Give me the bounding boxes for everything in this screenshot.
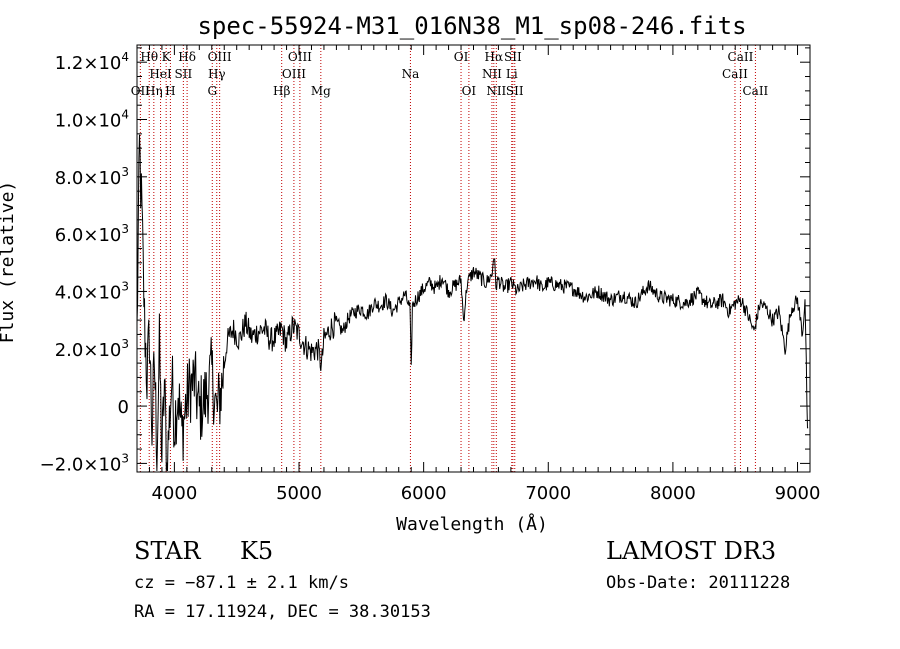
spectral-line-label: OI [454, 50, 469, 64]
observation-date: Obs-Date: 20111228 [606, 573, 791, 593]
x-tick-label: 6000 [401, 483, 447, 504]
spectral-line-label: OIII [208, 50, 232, 64]
y-tick-label: 4.0×103 [55, 279, 129, 303]
spectral-line-label: Hβ [273, 84, 290, 98]
spectral-line-label: Hα [485, 50, 504, 64]
plot-frame [136, 44, 811, 473]
y-tick-label: 6.0×103 [55, 222, 129, 246]
survey-name: LAMOST DR3 [606, 537, 777, 565]
axes: 4000 5000 6000 7000 8000 9000 −2.0×103 0 2.0×103… [40, 45, 821, 504]
redshift-velocity: cz = −87.1 ± 2.1 km/s [134, 573, 349, 593]
y-tick-label: 2.0×103 [55, 337, 129, 361]
spectral-line-label: OIII [282, 67, 306, 81]
coordinates: RA = 17.11924, DEC = 38.30153 [134, 602, 431, 622]
spectral-line-labels: OIIHθHηHeIKHSIIHδGHγOIIIHβOIIIOIIIMgNaOI… [131, 50, 769, 98]
y-tick-label: 1.2×104 [55, 50, 129, 74]
x-tick-label: 4000 [151, 483, 197, 504]
spectral-line-label: OI [462, 84, 477, 98]
spectral-line-label: OII [131, 84, 151, 98]
x-tick-label: 9000 [775, 483, 821, 504]
spectral-line-label: NII [482, 67, 502, 81]
y-axis-label: Flux (relative) [0, 181, 18, 344]
spectral-line-label: SII [175, 67, 193, 81]
y-tick-label: 1.0×104 [55, 108, 129, 132]
spectral-line-label: CaII [742, 84, 768, 98]
spectral-line-label: Hδ [178, 50, 196, 64]
spectrum-line [136, 134, 809, 472]
spectral-line-label: K [162, 50, 172, 64]
spectrum-series [136, 134, 809, 472]
spectral-line-label: OIII [288, 50, 312, 64]
y-tick-label: 8.0×103 [55, 165, 129, 189]
spectral-line-label: Hη [145, 84, 163, 98]
x-tick-label: 7000 [525, 483, 571, 504]
spectral-line-label: CaII [728, 50, 754, 64]
spectral-line-label: Li [506, 67, 518, 81]
spectral-line-label: NII [486, 84, 506, 98]
spectral-line-label: Hγ [208, 67, 226, 81]
x-tick-label: 5000 [276, 483, 322, 504]
object-subclass: K5 [240, 537, 274, 565]
spectral-line-label: H [165, 84, 175, 98]
y-tick-label: 0 [118, 397, 129, 418]
spectral-line-label: SII [506, 84, 524, 98]
chart-title: spec-55924-M31_016N38_M1_sp08-246.fits [197, 12, 746, 40]
spectral-line-label: SII [504, 50, 522, 64]
spectral-line-label: Hθ [140, 50, 158, 64]
object-class: STAR [134, 537, 201, 565]
spectral-line-label: Mg [311, 84, 331, 98]
x-tick-label: 8000 [650, 483, 696, 504]
spectral-line-label: Na [402, 67, 420, 81]
spectral-line-label: G [207, 84, 217, 98]
spectral-line-label: CaII [722, 67, 748, 81]
spectral-line-label: HeI [149, 67, 172, 81]
x-axis-label: Wavelength (Å) [396, 513, 548, 535]
y-tick-label: −2.0×103 [40, 451, 129, 475]
spectral-line-markers [139, 45, 756, 472]
